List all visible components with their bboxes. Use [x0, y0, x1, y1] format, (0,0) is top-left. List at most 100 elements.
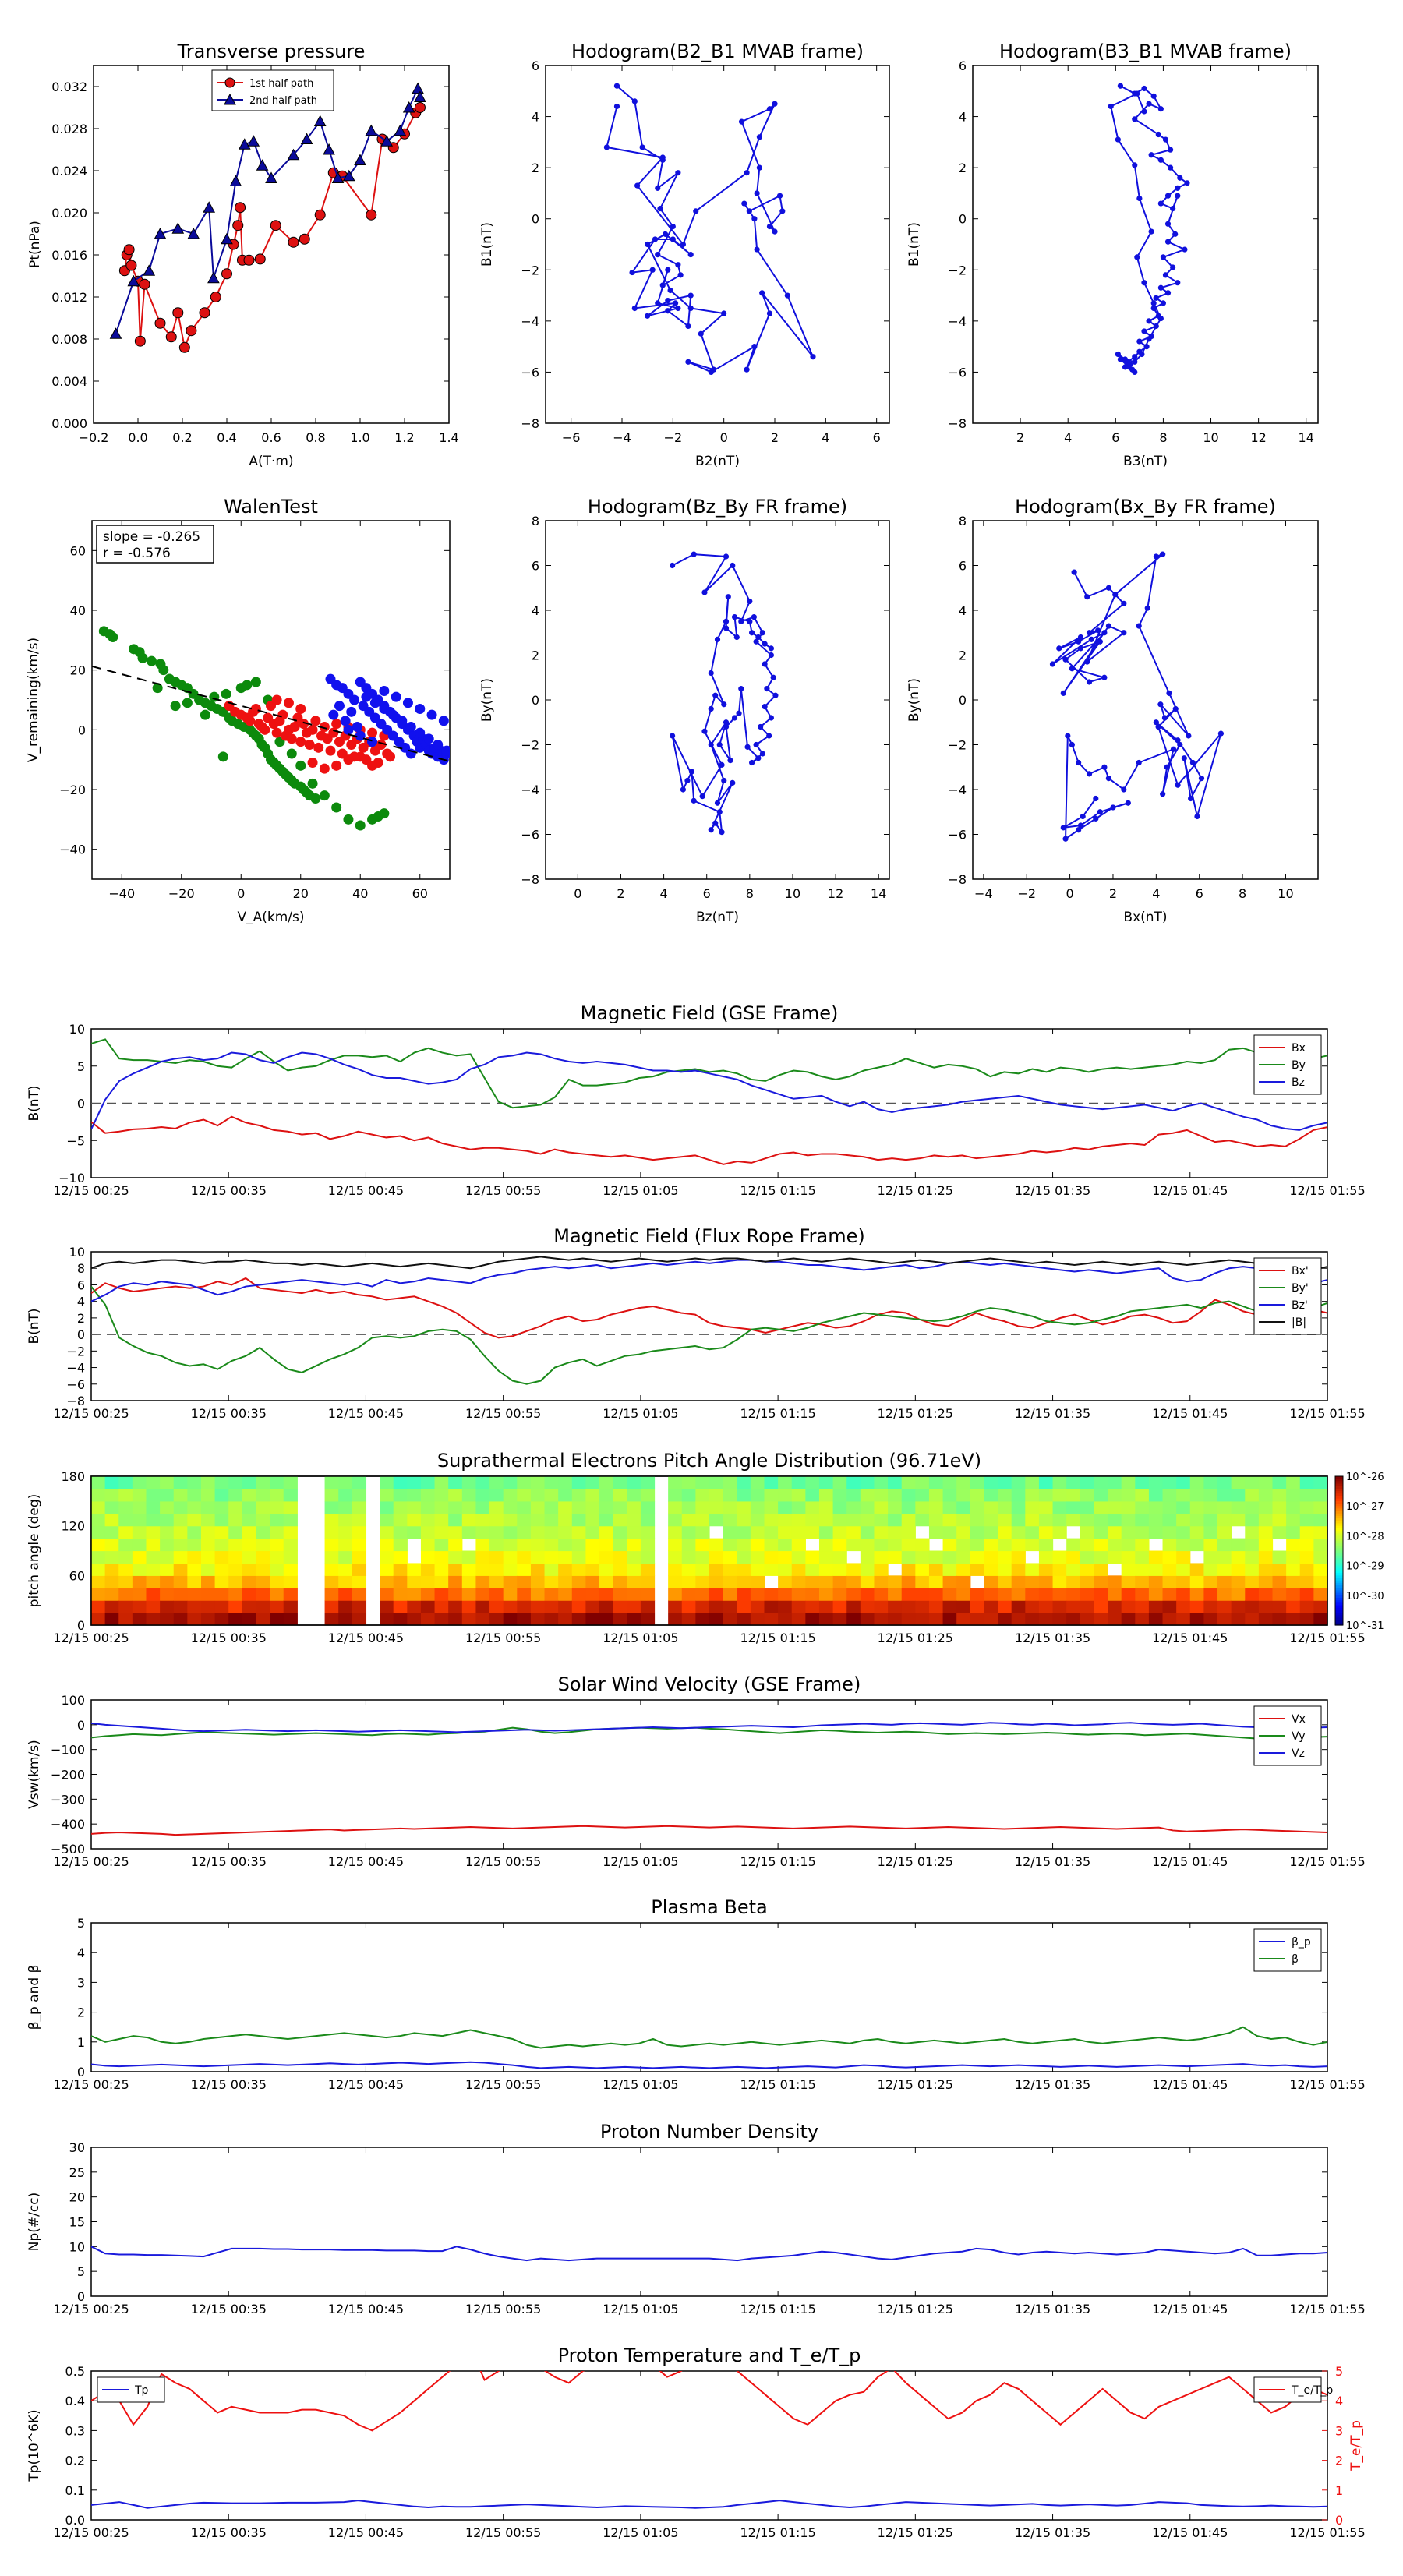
heatmap-cell: [104, 1575, 119, 1588]
heatmap-cell: [1011, 1563, 1026, 1576]
legend-label: By: [1292, 1059, 1306, 1072]
data-point: [1088, 636, 1094, 642]
heatmap-cell: [530, 1563, 546, 1576]
data-point: [143, 264, 156, 276]
y-axis-label: Np(#/cc): [27, 2193, 42, 2251]
heatmap-cell: [1121, 1550, 1136, 1564]
data-point: [304, 740, 315, 750]
heatmap-cell: [1189, 1538, 1204, 1552]
heatmap-cell: [200, 1538, 216, 1552]
x-tick-label: 12/15 01:45: [1152, 1854, 1228, 1869]
heatmap-cell: [764, 1588, 779, 1601]
heatmap-cell: [1189, 1563, 1204, 1576]
data-point: [397, 716, 408, 726]
heatmap-cell: [1094, 1575, 1108, 1588]
heatmap-cell: [530, 1588, 546, 1601]
heatmap-cell: [888, 1488, 903, 1502]
y-axis-label: By(nT): [906, 678, 922, 722]
heatmap-cell: [214, 1525, 229, 1539]
heatmap-cell: [1148, 1613, 1164, 1625]
heatmap-cell: [668, 1538, 683, 1552]
heatmap-cell: [256, 1588, 270, 1601]
heatmap-cell: [1189, 1513, 1204, 1527]
heatmap-cell: [104, 1513, 119, 1527]
data-point: [1125, 800, 1131, 806]
y-axis-label: Vsw(km/s): [27, 1740, 42, 1809]
data-point: [758, 723, 764, 730]
x-tick-label: 12/15 01:45: [1152, 1406, 1228, 1421]
heatmap-cells: [91, 1476, 1327, 1625]
heatmap-cell: [1299, 1550, 1314, 1564]
plot-area: [603, 83, 816, 376]
heatmap-cell: [132, 1476, 147, 1489]
series-line-bx: [91, 1277, 1327, 1339]
heatmap-cell: [1052, 1488, 1067, 1502]
heatmap-cell: [503, 1488, 518, 1502]
y-tick-label: −8: [66, 1394, 85, 1408]
data-point: [675, 170, 681, 176]
heatmap-cell: [778, 1588, 793, 1601]
heatmap-cell: [846, 1476, 861, 1489]
heatmap-cell: [998, 1563, 1012, 1576]
heatmap-cell: [874, 1550, 889, 1564]
data-point: [753, 741, 759, 748]
heatmap-cell: [901, 1513, 916, 1527]
heatmap-cell: [1025, 1513, 1040, 1527]
heatmap-cell: [1286, 1588, 1301, 1601]
heatmap-cell: [434, 1525, 449, 1539]
heatmap-cell: [1148, 1488, 1164, 1502]
heatmap-cell: [805, 1563, 820, 1576]
y-tick-label: 0.024: [51, 164, 87, 178]
heatmap-cell: [818, 1613, 834, 1625]
heatmap-cell: [791, 1488, 806, 1502]
data-point: [738, 686, 744, 692]
y-tick-label: −100: [51, 1743, 85, 1758]
series-line-tetp: [91, 2371, 1327, 2432]
heatmap-cell: [1121, 1575, 1136, 1588]
heatmap-cell: [1052, 1600, 1067, 1613]
data-point: [1189, 759, 1196, 766]
heatmap-cell: [1038, 1476, 1054, 1489]
heatmap-cell: [380, 1588, 394, 1601]
heatmap-cell: [571, 1500, 586, 1514]
y-tick-label: 0.3: [65, 2423, 85, 2438]
colorbar-segment: [1335, 1607, 1343, 1611]
plot-frame: [545, 65, 890, 424]
data-point: [691, 551, 697, 557]
plot-frame: [93, 65, 450, 424]
heatmap-cell: [1258, 1525, 1274, 1539]
heatmap-cell: [214, 1476, 229, 1489]
data-point: [1132, 359, 1138, 365]
data-point: [1076, 827, 1082, 833]
heatmap-cell: [91, 1588, 106, 1601]
chart-title: Suprathermal Electrons Pitch Angle Distr…: [437, 1450, 981, 1472]
heatmap-cell: [1176, 1513, 1191, 1527]
heatmap-cell: [104, 1476, 119, 1489]
data-point: [699, 793, 705, 800]
x-axis-label: B2(nT): [695, 454, 740, 469]
heatmap-cell: [104, 1588, 119, 1601]
heatmap-cell: [352, 1588, 367, 1601]
x-tick-label: 12/15 00:35: [191, 1406, 267, 1421]
data-point: [323, 143, 335, 155]
data-point: [667, 287, 673, 294]
x-tick-label: 12/15 01:35: [1015, 1631, 1090, 1645]
heatmap-cell: [1231, 1550, 1246, 1564]
chart-title: Proton Temperature and T_e/T_p: [558, 2345, 861, 2366]
heatmap-cell: [1189, 1500, 1204, 1514]
heatmap-cell: [214, 1575, 229, 1588]
heatmap-cell: [1108, 1500, 1122, 1514]
heatmap-cell: [846, 1538, 861, 1552]
x-tick-label: 12/15 00:25: [53, 1183, 129, 1198]
data-point: [1164, 193, 1172, 199]
data-point: [753, 638, 759, 645]
data-point: [754, 190, 760, 196]
heatmap-cell: [1217, 1538, 1232, 1552]
heatmap-cell: [613, 1476, 627, 1489]
data-point: [221, 232, 233, 245]
data-point: [1157, 200, 1164, 207]
heatmap-cell: [270, 1525, 284, 1539]
heatmap-cell: [599, 1476, 614, 1489]
